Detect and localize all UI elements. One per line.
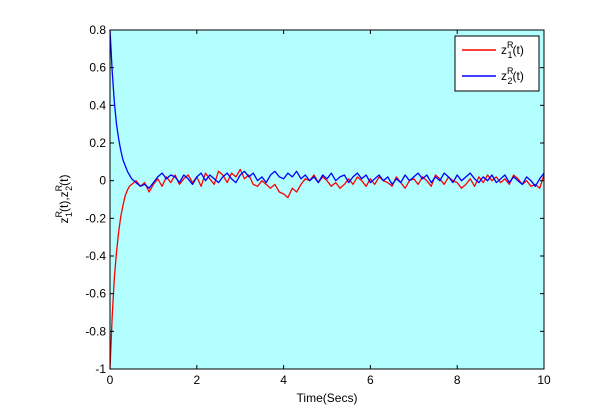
y-label-part-7: 2 bbox=[64, 186, 74, 191]
svg-text:zR1(t),zR2(t): zR1(t),zR2(t) bbox=[54, 174, 74, 223]
y-label-part-1: z bbox=[57, 218, 71, 224]
y-tick-label: -0.8 bbox=[85, 324, 106, 338]
x-tick-label: 2 bbox=[193, 373, 200, 387]
series-line-1 bbox=[109, 168, 545, 370]
legend-box bbox=[454, 35, 540, 92]
legend-label-series-1: zR 1(t) bbox=[501, 40, 524, 60]
legend-label-series-2: zR 2(t) bbox=[501, 66, 524, 86]
y-label-part-3: 1 bbox=[64, 212, 74, 217]
y-label-part-4: (t), bbox=[57, 197, 71, 212]
y-tick-label: -0.6 bbox=[85, 287, 106, 301]
y-tick-label: -0.2 bbox=[85, 211, 106, 225]
tick-layer: 0 2 4 6 8 10 -1 -0.8 -0.6 -0.4 -0.2 0 0.2 0.4 0.6 0.8 bbox=[85, 23, 551, 387]
y-label-part-8: (t) bbox=[57, 174, 71, 185]
y-tick-label: -1 bbox=[95, 362, 106, 376]
y-label-part-5: z bbox=[57, 191, 71, 197]
y-tick-label: 0.2 bbox=[89, 136, 106, 150]
series-layer bbox=[109, 29, 545, 370]
y-axis-label: zR1(t),zR2(t) bbox=[54, 174, 74, 223]
y-tick-label: 0.6 bbox=[89, 61, 106, 75]
y-tick-label: 0.8 bbox=[89, 23, 106, 37]
x-tick-label: 10 bbox=[537, 373, 551, 387]
x-axis-label: Time(Secs) bbox=[297, 391, 358, 405]
y-tick-label: 0.4 bbox=[89, 98, 106, 112]
y-tick-label: -0.4 bbox=[85, 249, 106, 263]
x-tick-label: 6 bbox=[367, 373, 374, 387]
y-label-part-6: R bbox=[54, 184, 64, 191]
x-tick-label: 0 bbox=[107, 373, 114, 387]
legend: zR 1(t) zR 2(t) bbox=[454, 35, 540, 92]
y-label-part-2: R bbox=[54, 211, 64, 218]
y-tick-label: 0 bbox=[99, 174, 106, 188]
series-line-2 bbox=[109, 29, 545, 189]
plot-frame bbox=[109, 29, 545, 370]
x-tick-label: 8 bbox=[454, 373, 461, 387]
x-tick-label: 4 bbox=[280, 373, 287, 387]
